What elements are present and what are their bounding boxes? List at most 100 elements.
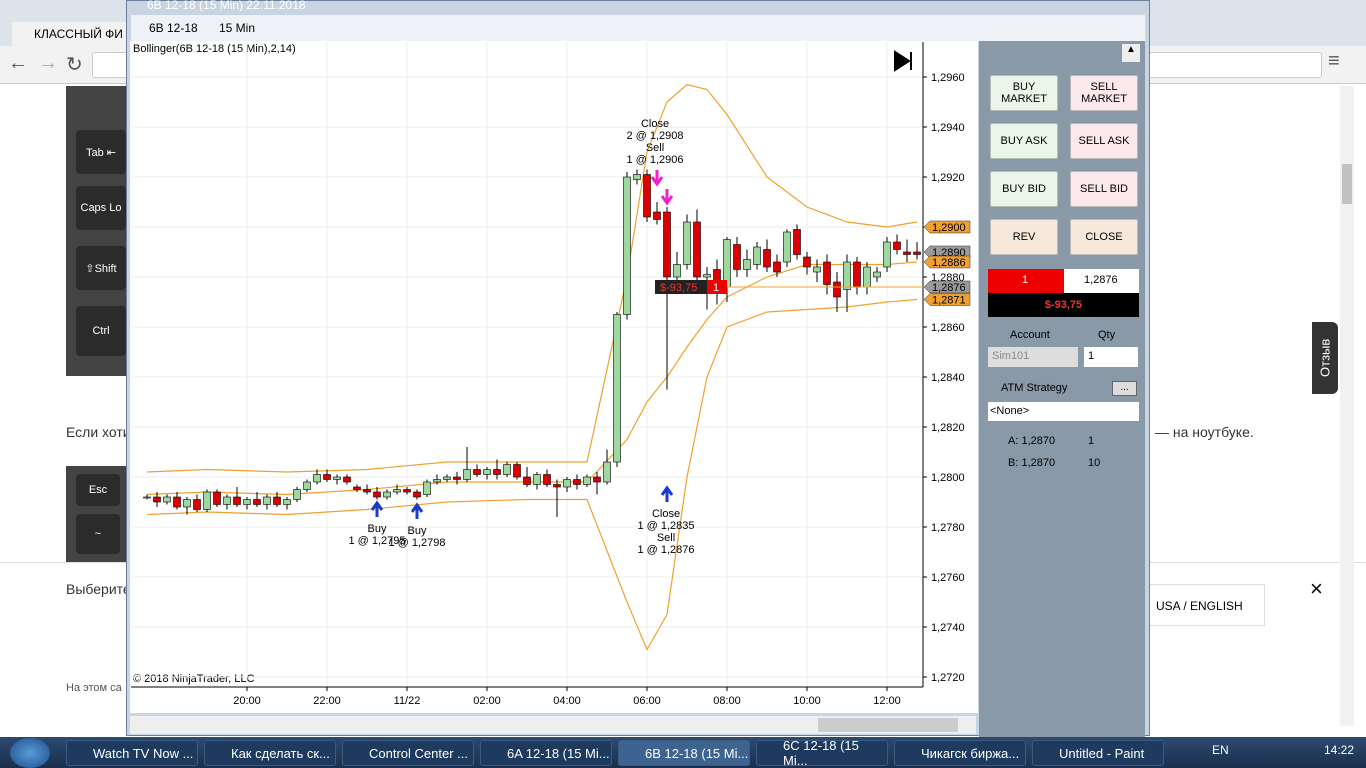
candle-body	[423, 481, 431, 495]
trade-label: 1 @ 1,2798	[388, 537, 445, 549]
candle-body	[163, 496, 171, 503]
buy-arrow	[410, 502, 424, 519]
close-banner[interactable]: ×	[1310, 576, 1323, 601]
price-marker-label: 1,2900	[932, 222, 966, 234]
copyright: © 2018 NinjaTrader, LLC	[133, 673, 254, 685]
trade-label: Close	[652, 508, 680, 520]
atm-button[interactable]: ...	[1112, 381, 1137, 396]
clock[interactable]: 14:22	[1324, 743, 1355, 757]
banner-text: Выберите	[66, 581, 131, 597]
candle-body	[253, 499, 261, 505]
bollinger-upper	[146, 83, 918, 473]
trade-label: Buy	[408, 525, 427, 537]
candle-body	[333, 476, 341, 480]
taskbar-item[interactable]: Watch TV Now ...	[66, 740, 198, 766]
trade-label: Buy	[368, 523, 387, 535]
y-tick-label: 1,2740	[931, 622, 965, 634]
atm-select[interactable]: <None>	[988, 402, 1139, 421]
order-button[interactable]: CLOSE	[1070, 219, 1138, 255]
taskbar-item[interactable]: Untitled - Paint	[1032, 740, 1164, 766]
window-title: 6B 12-18 (15 Min) 22.11.2018	[147, 0, 306, 12]
language-indicator[interactable]: EN	[1212, 743, 1229, 757]
candle-body	[483, 469, 491, 475]
price-marker	[923, 293, 971, 306]
candle-body	[693, 221, 701, 278]
candle-body	[403, 489, 411, 493]
candle-body	[203, 491, 211, 510]
sell-arrow	[650, 170, 664, 187]
y-tick-label: 1,2860	[931, 322, 965, 334]
forward-button[interactable]: →	[38, 52, 58, 74]
candle-body	[593, 476, 601, 483]
candle-body	[303, 481, 311, 490]
candle-body	[353, 486, 361, 490]
order-button[interactable]: BUY ASK	[990, 123, 1058, 159]
taskbar: EN 14:22 Watch TV Now ... Как сделать ск.…	[0, 737, 1366, 768]
price-marker-label: 1,2886	[932, 257, 966, 269]
order-button[interactable]: SELL ASK	[1070, 123, 1138, 159]
taskbar-item[interactable]: Чикагск биржа...	[894, 740, 1026, 766]
account-select[interactable]: Sim101	[988, 347, 1078, 367]
x-tick-label: 20:00	[233, 695, 261, 707]
trade-label: 1 @ 1,2876	[637, 544, 694, 556]
candle-body	[563, 479, 571, 488]
taskbar-item[interactable]: 6B 12-18 (15 Mi...	[618, 740, 750, 766]
browser-tab[interactable]: КЛАССНЫЙ ФИ	[12, 22, 132, 46]
bollinger-lower	[146, 298, 918, 651]
candle-body	[793, 229, 801, 255]
taskbar-item[interactable]: Как сделать ск...	[204, 740, 336, 766]
order-button[interactable]: SELL MARKET	[1070, 75, 1138, 111]
x-tick-label: 06:00	[633, 695, 661, 707]
candle-body	[863, 266, 871, 288]
candle-body	[753, 246, 761, 265]
candle-body	[723, 239, 731, 288]
candle-body	[343, 476, 351, 483]
x-tick-label: 22:00	[313, 695, 341, 707]
h-scrollbar	[130, 716, 976, 734]
tab-title: КЛАССНЫЙ ФИ	[34, 27, 123, 41]
candle-body	[323, 474, 331, 480]
candle-body	[583, 476, 591, 485]
scroll-thumb[interactable]	[818, 718, 958, 732]
sell-arrow	[660, 189, 674, 206]
candle-body	[473, 469, 481, 475]
candle-body	[743, 259, 751, 270]
y-tick-label: 1,2960	[931, 72, 965, 84]
back-button[interactable]: ←	[8, 52, 28, 74]
order-button[interactable]: BUY MARKET	[990, 75, 1058, 111]
taskbar-item[interactable]: 6A 12-18 (15 Mi...	[480, 740, 612, 766]
order-button[interactable]: REV	[990, 219, 1058, 255]
order-button[interactable]: SELL BID	[1070, 171, 1138, 207]
qty-input[interactable]: 1	[1084, 347, 1138, 367]
banner-text: На этом са	[66, 682, 122, 694]
taskbar-item[interactable]: Control Center ...	[342, 740, 474, 766]
candle-body	[453, 476, 461, 480]
candle-body	[703, 274, 711, 278]
candle-body	[553, 484, 561, 488]
taskbar-item[interactable]: 6C 12-18 (15 Mi...	[756, 738, 888, 768]
candle-body	[233, 496, 241, 505]
candle-body	[883, 241, 891, 268]
candle-body	[603, 461, 611, 483]
y-tick-label: 1,2840	[931, 372, 965, 384]
collapse-button[interactable]: ▲	[1122, 44, 1140, 62]
candle-body	[623, 176, 631, 315]
y-tick-label: 1,2800	[931, 472, 965, 484]
price-marker	[923, 220, 971, 234]
reload-button[interactable]: ↻	[66, 54, 83, 76]
price-marker-label: 1,2876	[932, 282, 966, 294]
candle-body	[633, 174, 641, 180]
y-tick-label: 1,2720	[931, 672, 965, 684]
key: ⇧Shift	[76, 246, 126, 290]
order-button[interactable]: BUY BID	[990, 171, 1058, 207]
scroll-end[interactable]	[894, 50, 912, 72]
instrument-selector[interactable]: 6B 12-18	[149, 21, 198, 35]
menu-button[interactable]: ≡	[1328, 50, 1340, 72]
start-button[interactable]	[10, 738, 50, 768]
bid-price: B: 1,2870	[1008, 457, 1056, 469]
candle-body	[893, 241, 901, 250]
candle-body	[813, 266, 821, 273]
interval-selector[interactable]: 15 Min	[219, 21, 256, 35]
candle-body	[273, 496, 281, 505]
